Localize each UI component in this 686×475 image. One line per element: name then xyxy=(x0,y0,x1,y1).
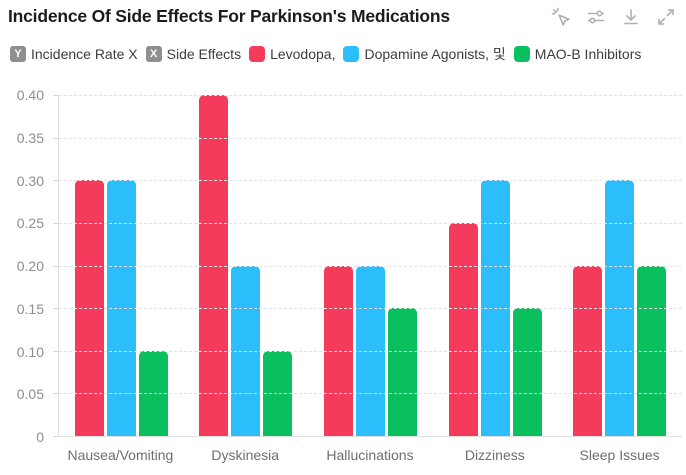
x-tick-label-dizziness: Dizziness xyxy=(464,447,525,463)
y-tick-mark xyxy=(53,265,59,267)
gridline xyxy=(59,308,682,310)
header: Incidence Of Side Effects For Parkinson'… xyxy=(8,6,676,27)
legend-item-side-effects[interactable]: X Side Effects xyxy=(145,46,242,62)
expand-icon[interactable] xyxy=(656,7,676,27)
x-tick-label-dyskinesia: Dyskinesia xyxy=(211,447,280,463)
legend-label: Incidence Rate X xyxy=(31,46,138,62)
legend-label: Side Effects xyxy=(166,46,242,62)
gridline xyxy=(59,137,682,139)
y-tick-mark xyxy=(53,308,59,310)
y-axis-labels: 0 0.05 0.10 0.15 0.20 0.25 0.30 0.35 0.40 xyxy=(0,87,50,445)
y-tick-mark xyxy=(53,436,59,437)
gridline xyxy=(59,180,682,182)
legend-item-incidence-rate-x[interactable]: Y Incidence Rate X xyxy=(10,46,138,62)
legend-item-dopamine-agonists[interactable]: Dopamine Agonists, 및 xyxy=(343,44,506,64)
y-tick-mark xyxy=(53,393,59,395)
y-tick-mark xyxy=(53,350,59,352)
x-tick-label-hallucinations: Hallucinations xyxy=(326,447,414,463)
legend-label: MAO-B Inhibitors xyxy=(534,46,642,62)
download-icon[interactable] xyxy=(621,7,641,27)
legend-label: Dopamine Agonists, 및 xyxy=(364,46,506,62)
bar-mao-b-inhibitors-dizziness[interactable] xyxy=(512,308,542,436)
y-tick-label: 0.30 xyxy=(16,172,44,189)
legend-label: Levodopa, xyxy=(270,46,336,62)
gridline xyxy=(59,222,682,224)
y-tick-mark xyxy=(53,180,59,182)
plot-area xyxy=(53,95,682,437)
legend-item-mao-b-inhibitors[interactable]: MAO-B Inhibitors xyxy=(513,46,642,62)
legend-axis-badge-y: Y xyxy=(10,46,26,62)
chart: 0 0.05 0.10 0.15 0.20 0.25 0.30 0.35 0.40 Nausea… xyxy=(0,80,686,475)
y-tick-label: 0.15 xyxy=(16,300,44,317)
bar-mao-b-inhibitors-hallucinations[interactable] xyxy=(387,308,417,436)
y-tick-label: 0.10 xyxy=(16,343,44,360)
legend-swatch-dopamine-agonists xyxy=(343,46,360,62)
x-tick-label-sleep-issues: Sleep Issues xyxy=(579,447,660,463)
magic-cursor-icon[interactable] xyxy=(551,7,571,27)
y-tick-label: 0.40 xyxy=(16,87,44,103)
y-tick-label: 0.05 xyxy=(16,386,44,403)
gridline xyxy=(59,350,682,352)
y-tick-mark xyxy=(53,137,59,139)
legend: Y Incidence Rate X X Side Effects Levodopa, D… xyxy=(10,44,678,64)
bar-levodopa-dizziness[interactable] xyxy=(448,222,478,436)
legend-item-levodopa[interactable]: Levodopa, xyxy=(249,46,335,62)
legend-axis-badge-x: X xyxy=(145,46,162,62)
y-tick-label: 0.25 xyxy=(16,215,44,232)
y-tick-label: 0.20 xyxy=(16,258,44,274)
y-tick-mark xyxy=(53,222,59,224)
gridline xyxy=(59,265,682,267)
legend-swatch-mao-b-inhibitors xyxy=(513,46,530,62)
y-tick-label: 0.35 xyxy=(16,129,44,146)
gridline xyxy=(59,393,682,395)
toolbar xyxy=(551,7,676,27)
chart-title: Incidence Of Side Effects For Parkinson'… xyxy=(8,6,450,26)
gridline xyxy=(59,95,682,96)
y-tick-mark xyxy=(53,95,59,96)
x-tick-label-nausea-vomiting: Nausea/Vomiting xyxy=(67,447,174,463)
settings-sliders-icon[interactable] xyxy=(586,7,606,27)
legend-swatch-levodopa xyxy=(249,46,266,62)
x-axis-labels: Nausea/Vomiting Dyskinesia Hallucinations D… xyxy=(58,447,682,463)
y-tick-label: 0 xyxy=(36,429,44,445)
